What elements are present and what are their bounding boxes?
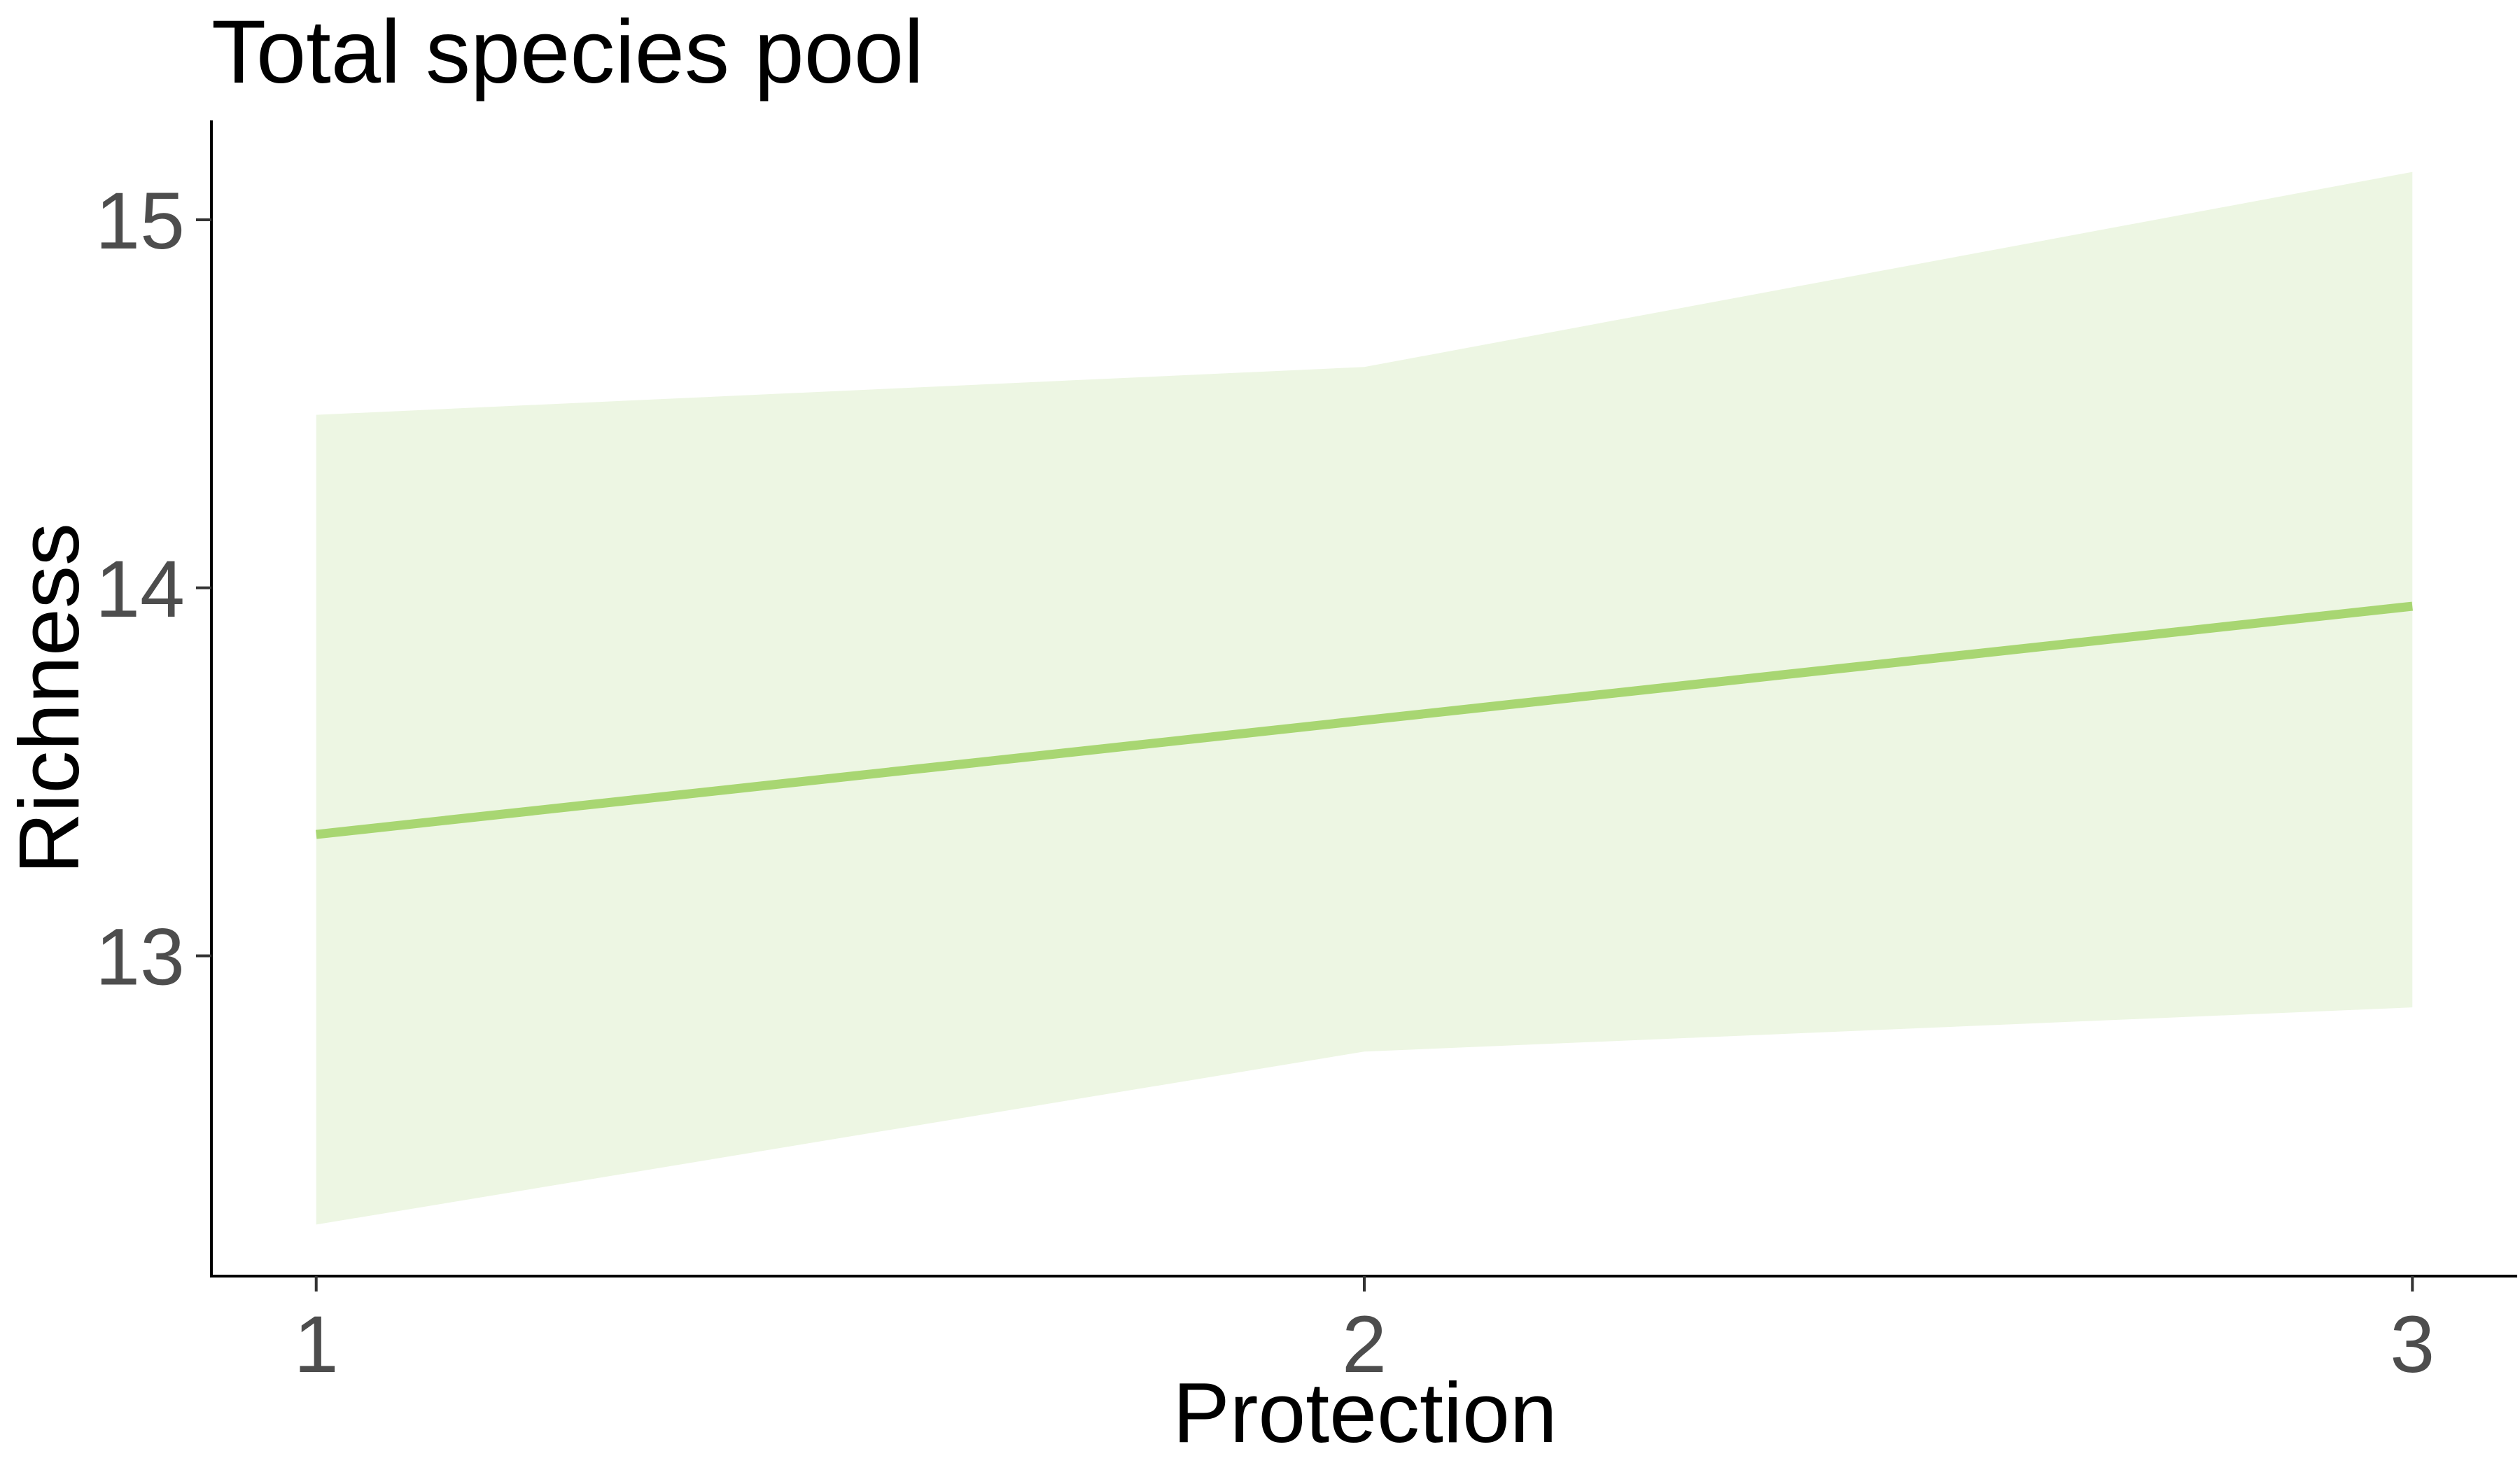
y-tick-label: 13 <box>95 913 185 1002</box>
y-tick-label: 15 <box>95 176 185 266</box>
y-tick-label: 14 <box>95 545 185 634</box>
x-axis-ticks: 1 2 3 <box>294 1276 2435 1390</box>
y-axis-title: Richness <box>1 523 97 874</box>
x-tick-label: 2 <box>1342 1300 1387 1390</box>
chart-title: Total species pool <box>211 2 924 102</box>
x-tick-label: 3 <box>2390 1300 2435 1390</box>
confidence-band <box>316 172 2413 1225</box>
y-axis-ticks: 13 14 15 <box>95 176 211 1002</box>
x-axis-title: Protection <box>1172 1365 1557 1460</box>
plot-area <box>316 172 2413 1225</box>
x-tick-label: 1 <box>294 1300 339 1390</box>
